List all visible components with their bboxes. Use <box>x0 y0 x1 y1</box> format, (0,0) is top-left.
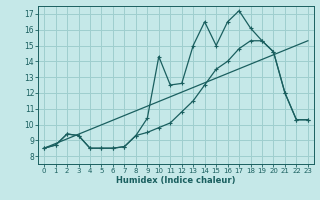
X-axis label: Humidex (Indice chaleur): Humidex (Indice chaleur) <box>116 176 236 185</box>
